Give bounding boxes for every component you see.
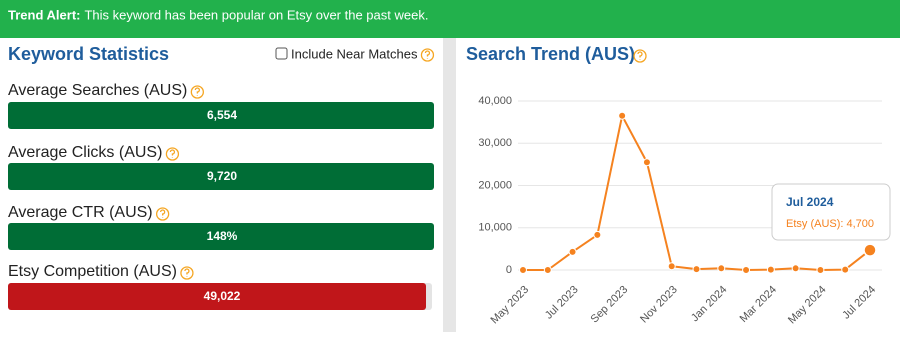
y-tick-label: 10,000 (478, 222, 512, 234)
data-point (816, 266, 825, 274)
data-point (543, 266, 552, 274)
banner-text: This keyword has been popular on Etsy ov… (84, 7, 428, 22)
stat-bar (8, 163, 434, 190)
checkbox[interactable] (275, 47, 288, 60)
stat-value: 49,022 (204, 289, 241, 303)
stat-label: Average Clicks (AUS) (8, 144, 162, 161)
data-point (841, 265, 850, 274)
help-icon-glyph (184, 268, 190, 277)
data-point (568, 247, 577, 256)
help-icon (190, 85, 204, 99)
help-icon-glyph (169, 149, 176, 158)
data-point (642, 158, 651, 167)
data-point (692, 265, 701, 274)
tooltip-title: Jul 2024 (786, 195, 834, 209)
stat-value: 9,720 (207, 169, 237, 183)
banner-label: Trend Alert: (8, 7, 80, 22)
stat-value: 6,554 (207, 108, 237, 122)
data-point (667, 262, 676, 271)
data-point (791, 264, 800, 273)
tooltip: Jul 2024 Etsy (AUS): 4,700 (771, 183, 891, 241)
help-icon (155, 207, 170, 221)
data-point (593, 230, 602, 239)
checkbox-label[interactable]: Include Near Matches (291, 46, 418, 61)
y-tick-label: 40,000 (478, 95, 512, 107)
tooltip-box (771, 183, 891, 241)
help-icon (633, 49, 647, 63)
y-tick-label: 30,000 (478, 137, 512, 149)
data-point (766, 265, 775, 274)
banner (0, 0, 900, 38)
stat-bar (8, 102, 434, 129)
stat-value: 148% (207, 229, 238, 243)
data-point (618, 111, 627, 120)
help-icon-glyph (194, 87, 200, 96)
stat-bar (8, 283, 426, 310)
help-icon-glyph (159, 209, 166, 218)
help-icon (165, 147, 180, 161)
stat-label: Average Searches (AUS) (8, 82, 187, 99)
stat-label: Etsy Competition (AUS) (8, 263, 177, 280)
panel-title: Search Trend (AUS) (466, 44, 635, 64)
y-tick-label: 20,000 (478, 179, 512, 191)
divider (443, 38, 456, 332)
data-point (717, 264, 726, 273)
help-icon-glyph (637, 51, 643, 60)
data-point (863, 243, 877, 257)
data-point (742, 266, 751, 274)
tooltip-text: Etsy (AUS): 4,700 (786, 218, 874, 230)
help-icon (420, 48, 435, 62)
y-tick-label: 0 (506, 264, 512, 276)
help-icon (180, 266, 194, 280)
data-point (519, 266, 527, 274)
stat-label: Average CTR (AUS) (8, 204, 153, 221)
panel-title: Keyword Statistics (8, 44, 169, 64)
help-icon-glyph (424, 50, 431, 59)
stat-bar (8, 223, 434, 250)
